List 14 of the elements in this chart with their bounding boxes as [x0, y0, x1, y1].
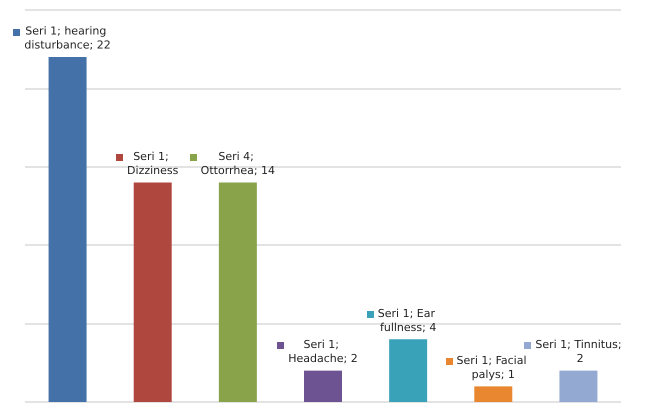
data-label: Seri 1; Dizziness — [127, 150, 179, 177]
bar — [559, 370, 598, 402]
bar — [48, 57, 87, 402]
bar — [474, 386, 512, 402]
data-label: Seri 1; Ear fullness; 4 — [378, 306, 439, 334]
bar — [134, 182, 172, 402]
bar — [304, 370, 342, 402]
bar — [389, 339, 428, 402]
data-label: Seri 1; Facial palys; 1 — [456, 354, 530, 381]
data-label: Seri 4; Ottorrhea; 14 — [200, 150, 276, 177]
data-label: Seri 1; hearing disturbance; 22 — [24, 24, 111, 52]
bar — [218, 182, 257, 402]
data-label: Seri 1; Headache; 2 — [288, 338, 358, 366]
data-label: Seri 1; Tinnitus; 2 — [535, 338, 622, 366]
